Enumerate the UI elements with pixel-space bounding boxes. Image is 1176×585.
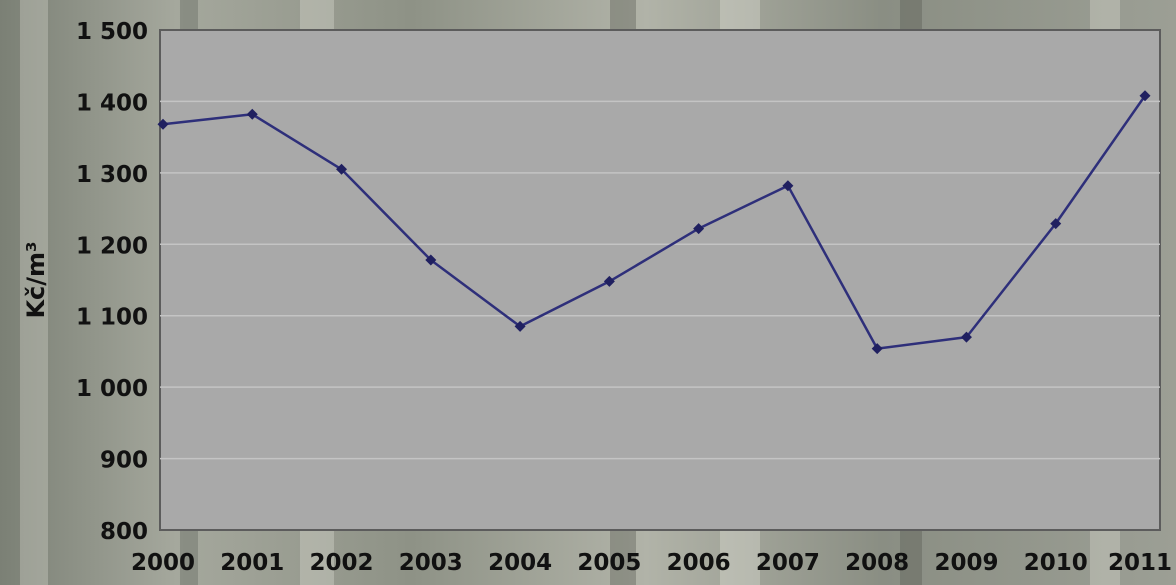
data-point (1139, 90, 1151, 102)
y-axis-title: Kč/m³ (22, 241, 50, 318)
x-tick-label: 2004 (488, 550, 552, 576)
y-tick-label: 1 400 (76, 90, 148, 116)
data-point (603, 275, 615, 287)
y-tick-label: 1 300 (76, 162, 148, 188)
y-tick-label: 900 (100, 448, 148, 474)
series-markers (157, 90, 1151, 355)
data-point (425, 254, 437, 266)
series-line (162, 94, 1147, 350)
x-tick-label: 2002 (310, 550, 374, 576)
y-axis-tick-labels: 800 900 1 000 1 100 1 200 1 300 1 400 1 500 (76, 19, 148, 545)
x-tick-label: 2011 (1108, 550, 1172, 576)
data-point (246, 108, 258, 120)
data-point (693, 223, 705, 235)
data-point (1050, 218, 1062, 230)
data-point (514, 320, 526, 332)
data-point (782, 180, 794, 192)
x-tick-label: 2007 (756, 550, 820, 576)
y-tick-label: 1 100 (76, 305, 148, 331)
data-point (157, 118, 169, 130)
x-tick-label: 2006 (667, 550, 731, 576)
x-tick-label: 2005 (577, 550, 641, 576)
plot-area (159, 29, 1161, 531)
gridlines (160, 100, 1160, 460)
x-tick-label: 2009 (934, 550, 998, 576)
data-point (336, 163, 348, 175)
x-tick-label: 2010 (1024, 550, 1088, 576)
y-tick-label: 1 200 (76, 233, 148, 259)
x-tick-label: 2008 (845, 550, 909, 576)
x-axis-tick-labels: 2000 2001 2002 2003 2004 2005 2006 2007 2008 2009… (131, 550, 1172, 576)
data-point (871, 343, 883, 355)
x-tick-label: 2001 (220, 550, 284, 576)
x-tick-label: 2000 (131, 550, 195, 576)
data-point (960, 331, 972, 343)
x-tick-label: 2003 (399, 550, 463, 576)
y-tick-label: 1 000 (76, 376, 148, 402)
y-tick-label: 1 500 (76, 19, 148, 45)
y-tick-label: 800 (100, 519, 148, 545)
